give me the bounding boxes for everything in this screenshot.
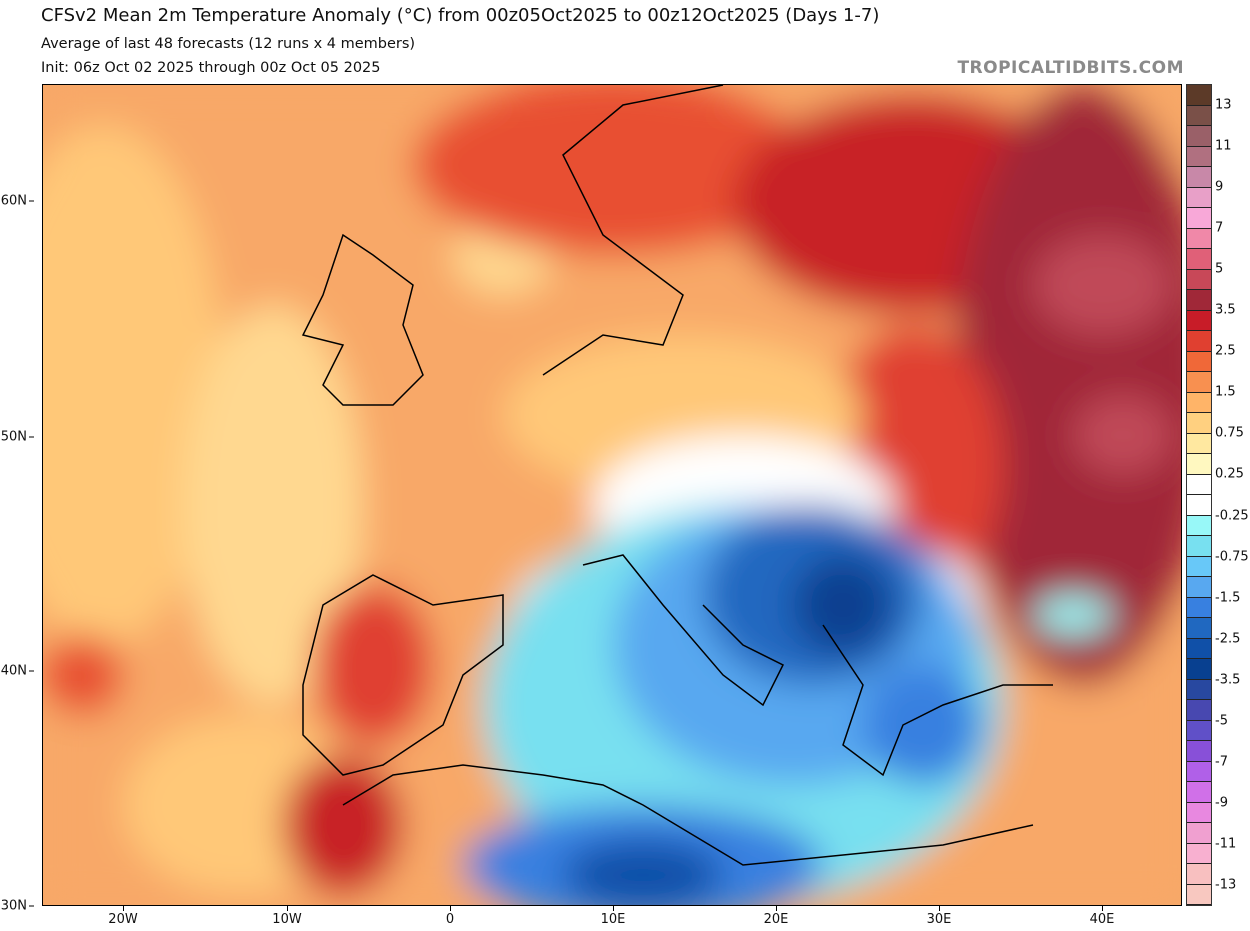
colorbar-label: 11 (1215, 138, 1232, 154)
colorbar-label: 3.5 (1215, 302, 1236, 318)
subtitle: Average of last 48 forecasts (12 runs x … (41, 36, 416, 52)
colorbar-bin (1187, 577, 1211, 598)
colorbar-bin (1187, 659, 1211, 680)
anomaly-field (43, 85, 1181, 905)
colorbar-bin (1187, 290, 1211, 311)
init-info: Init: 06z Oct 02 2025 through 00z Oct 05… (41, 60, 381, 76)
temperature-anomaly-map (42, 84, 1182, 906)
colorbar-bin (1187, 310, 1211, 331)
colorbar-label: -3.5 (1215, 672, 1241, 688)
colorbar-bin (1187, 679, 1211, 700)
colorbar-bin (1187, 146, 1211, 167)
colorbar-bin (1187, 515, 1211, 536)
colorbar-bin (1187, 536, 1211, 557)
lat-label-40n: 40N (1, 664, 34, 679)
colorbar (1186, 84, 1212, 906)
colorbar-bin (1187, 495, 1211, 516)
colorbar-bin (1187, 413, 1211, 434)
colorbar-label: 7 (1215, 220, 1224, 236)
brand-watermark: TROPICALTIDBITS.COM (957, 58, 1184, 78)
lon-label-20e: 20E (763, 912, 789, 927)
colorbar-bin (1187, 618, 1211, 639)
colorbar-bin (1187, 208, 1211, 229)
colorbar-bin (1187, 433, 1211, 454)
colorbar-bin (1187, 843, 1211, 864)
lon-label-10e: 10E (600, 912, 626, 927)
colorbar-bin (1187, 351, 1211, 372)
colorbar-label: 5 (1215, 261, 1224, 277)
colorbar-bin (1187, 782, 1211, 803)
colorbar-bin (1187, 331, 1211, 352)
colorbar-bin (1187, 638, 1211, 659)
colorbar-bin (1187, 700, 1211, 721)
colorbar-label: -1.5 (1215, 590, 1241, 606)
chart-title: CFSv2 Mean 2m Temperature Anomaly (°C) f… (41, 5, 880, 26)
colorbar-bin (1187, 228, 1211, 249)
colorbar-label: 9 (1215, 179, 1224, 195)
lat-label-50n: 50N (1, 430, 34, 445)
colorbar-bin (1187, 249, 1211, 270)
lon-label-20w: 20W (108, 912, 138, 927)
colorbar-bin (1187, 802, 1211, 823)
colorbar-label: -9 (1215, 795, 1228, 811)
colorbar-bin (1187, 372, 1211, 393)
colorbar-label: -7 (1215, 754, 1228, 770)
colorbar-bin (1187, 720, 1211, 741)
colorbar-bin (1187, 556, 1211, 577)
colorbar-bin (1187, 85, 1211, 106)
colorbar-label: -0.75 (1215, 549, 1249, 565)
colorbar-bin (1187, 761, 1211, 782)
colorbar-label: -13 (1215, 877, 1237, 893)
colorbar-label: -2.5 (1215, 631, 1241, 647)
colorbar-bin (1187, 105, 1211, 126)
colorbar-bin (1187, 187, 1211, 208)
lon-label-0: 0 (445, 912, 455, 927)
lat-label-30n: 30N (1, 899, 34, 914)
colorbar-bin (1187, 167, 1211, 188)
colorbar-label: 2.5 (1215, 343, 1236, 359)
lon-label-30e: 30E (926, 912, 952, 927)
colorbar-bin (1187, 864, 1211, 885)
lat-label-60n: 60N (1, 194, 34, 209)
colorbar-label: 0.25 (1215, 466, 1244, 482)
colorbar-label: -11 (1215, 836, 1237, 852)
colorbar-label: 13 (1215, 97, 1232, 113)
colorbar-bin (1187, 269, 1211, 290)
colorbar-bin (1187, 741, 1211, 762)
lon-label-10w: 10W (272, 912, 302, 927)
colorbar-bin (1187, 392, 1211, 413)
colorbar-bin (1187, 474, 1211, 495)
colorbar-label: 1.5 (1215, 384, 1236, 400)
colorbar-bin (1187, 884, 1211, 905)
colorbar-bin (1187, 126, 1211, 147)
colorbar-label: -5 (1215, 713, 1228, 729)
colorbar-bin (1187, 597, 1211, 618)
colorbar-label: -0.25 (1215, 508, 1249, 524)
coastlines (301, 85, 1053, 866)
colorbar-label: 0.75 (1215, 425, 1244, 441)
colorbar-bin (1187, 454, 1211, 475)
lon-label-40e: 40E (1089, 912, 1115, 927)
colorbar-bin (1187, 823, 1211, 844)
